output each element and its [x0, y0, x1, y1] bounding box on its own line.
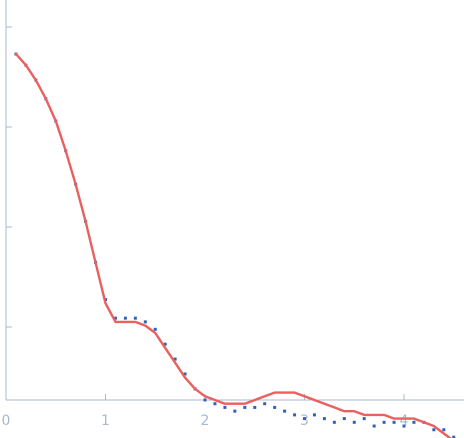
scatter-point	[402, 424, 406, 428]
scatter-point	[243, 405, 247, 409]
scatter-point	[362, 417, 366, 421]
scatter-point	[133, 316, 137, 320]
scatter-point	[233, 409, 237, 413]
scatter-point	[223, 405, 227, 409]
scatter-point	[173, 357, 177, 361]
scatter-point	[382, 420, 386, 424]
scatter-point	[113, 316, 117, 320]
scatter-point	[312, 413, 316, 417]
x-tick-label: 3	[300, 413, 309, 429]
scatter-point	[372, 424, 376, 428]
x-tick-label: 2	[201, 413, 210, 429]
y-ticks	[6, 26, 12, 328]
scatter-point	[452, 435, 456, 438]
scatter-point	[432, 428, 436, 432]
scatter-point	[273, 405, 277, 409]
scatter-point	[143, 320, 147, 324]
x-tick-label: 1	[101, 413, 110, 429]
scatter-point	[332, 420, 336, 424]
scatter-points	[14, 52, 456, 438]
fit-line	[14, 52, 452, 438]
x-tick-labels: 0 1 2 3 4	[2, 413, 409, 429]
scatter-point	[253, 405, 257, 409]
x-tick-label: 4	[400, 413, 409, 429]
x-tick-label: 0	[2, 413, 11, 429]
scatter-point	[183, 372, 187, 376]
scatter-point	[412, 420, 416, 424]
scatter-point	[442, 428, 446, 432]
scatter-point	[263, 402, 267, 406]
scatter-point	[203, 398, 207, 402]
scatter-point	[163, 342, 167, 346]
scatter-point	[293, 413, 297, 417]
scatter-point	[283, 409, 287, 413]
scatter-point	[322, 417, 326, 421]
scatter-point	[303, 417, 306, 421]
scatter-point	[213, 402, 217, 406]
scatter-point	[352, 420, 356, 424]
scatter-point	[392, 420, 396, 424]
scatter-point	[153, 327, 157, 331]
scatter-point	[123, 316, 127, 320]
scatter-point	[342, 417, 346, 421]
